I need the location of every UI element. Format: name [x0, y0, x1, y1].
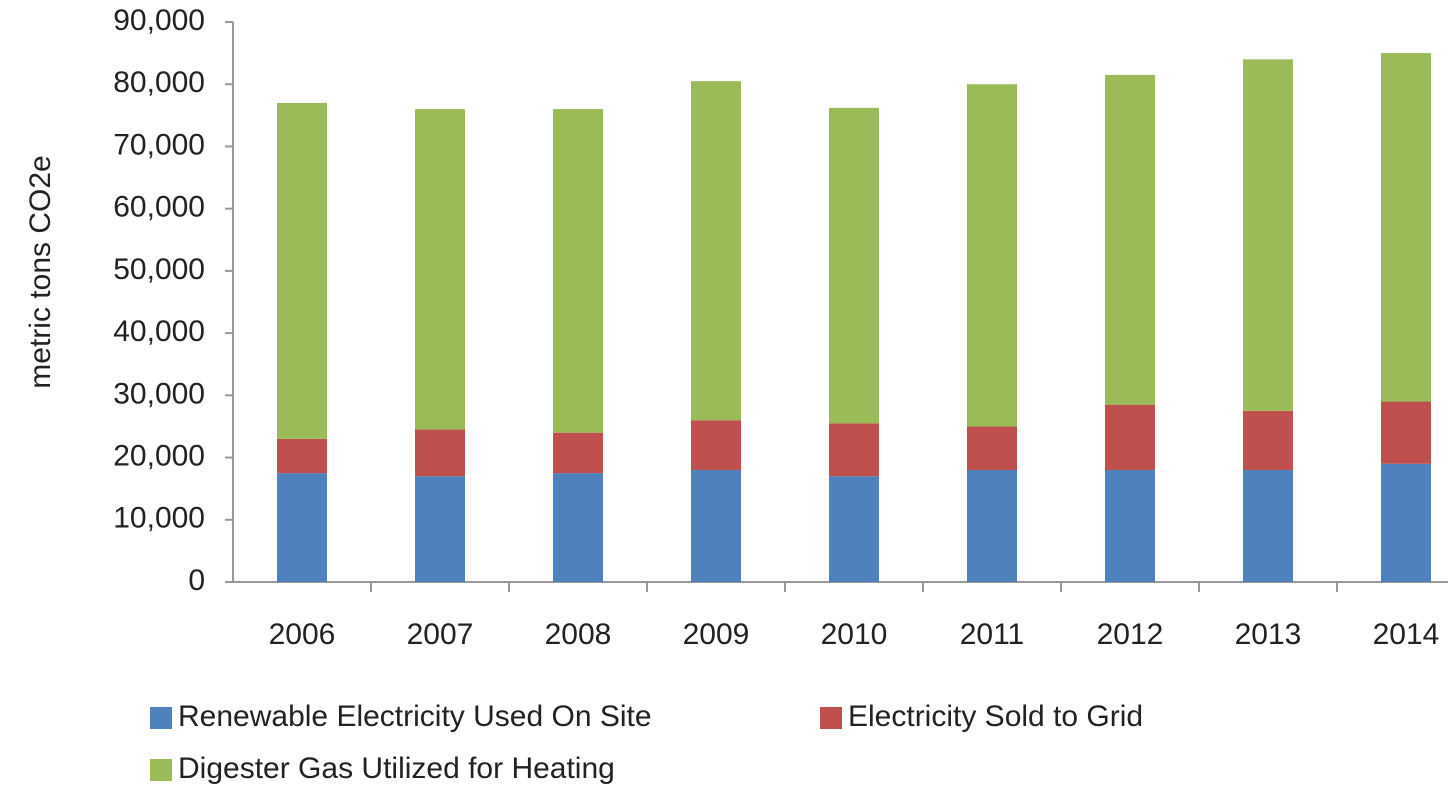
- y-tick-label: 40,000: [113, 315, 205, 348]
- bar-segment: [1105, 74, 1155, 405]
- bar-segment: [1243, 410, 1293, 470]
- y-tick-label: 80,000: [113, 66, 205, 99]
- bar-segment: [1243, 470, 1293, 582]
- bar-segment: [277, 102, 327, 439]
- bar-segment: [553, 109, 603, 433]
- x-tick-label: 2006: [269, 618, 336, 651]
- y-tick-label: 50,000: [113, 253, 205, 286]
- y-tick-label: 10,000: [113, 502, 205, 535]
- bar-segment: [829, 423, 879, 477]
- bar-segment: [1105, 404, 1155, 470]
- y-tick-label: 30,000: [113, 377, 205, 410]
- legend-label: Renewable Electricity Used On Site: [178, 700, 652, 733]
- x-tick-label: 2013: [1235, 618, 1302, 651]
- bar-segment: [967, 84, 1017, 427]
- bar-segment: [829, 476, 879, 582]
- legend-swatch: [150, 707, 172, 729]
- x-tick-label: 2011: [960, 618, 1025, 651]
- y-tick-label: 20,000: [113, 439, 205, 472]
- y-tick-label: 70,000: [113, 128, 205, 161]
- bar-segment: [415, 429, 465, 477]
- y-tick-label: 90,000: [113, 4, 205, 37]
- bar-segment: [415, 109, 465, 430]
- y-axis-label: metric tons CO2e: [24, 155, 57, 388]
- bar-segment: [277, 438, 327, 474]
- x-tick-label: 2014: [1373, 618, 1440, 651]
- bar-segment: [1381, 463, 1431, 582]
- bar-segment: [967, 426, 1017, 470]
- bar-segment: [1243, 59, 1293, 411]
- x-tick-label: 2007: [407, 618, 474, 651]
- bar-segment: [553, 432, 603, 474]
- bar-segment: [1105, 470, 1155, 582]
- x-tick-label: 2012: [1097, 618, 1164, 651]
- bar-segment: [1381, 53, 1431, 402]
- bar-segment: [415, 476, 465, 582]
- x-tick-label: 2009: [683, 618, 750, 651]
- bar-segment: [691, 470, 741, 582]
- bar-segment: [691, 81, 741, 421]
- bar-segment: [277, 473, 327, 582]
- x-tick-label: 2008: [545, 618, 612, 651]
- legend-label: Electricity Sold to Grid: [848, 700, 1143, 733]
- bar-segment: [967, 470, 1017, 582]
- legend-swatch: [820, 707, 842, 729]
- y-tick-label: 60,000: [113, 191, 205, 224]
- legend-label: Digester Gas Utilized for Heating: [178, 752, 615, 785]
- bar-segment: [553, 473, 603, 582]
- x-tick-label: 2010: [821, 618, 888, 651]
- bar-segment: [691, 420, 741, 470]
- bar-segment: [1381, 401, 1431, 464]
- bar-segment: [829, 107, 879, 424]
- legend-swatch: [150, 759, 172, 781]
- y-tick-label: 0: [188, 564, 205, 597]
